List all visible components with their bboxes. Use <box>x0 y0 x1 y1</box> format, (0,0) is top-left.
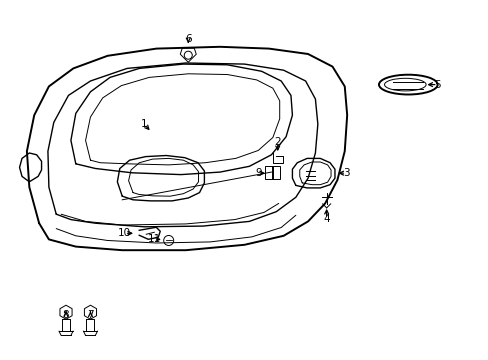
Text: 2: 2 <box>274 137 281 147</box>
Text: 6: 6 <box>184 34 191 44</box>
Text: 10: 10 <box>118 228 131 238</box>
Text: 11: 11 <box>147 234 161 244</box>
Text: 5: 5 <box>433 80 440 90</box>
Text: 4: 4 <box>323 214 329 224</box>
Text: 9: 9 <box>254 168 261 178</box>
Text: 8: 8 <box>62 310 69 320</box>
Bar <box>271 166 279 179</box>
Bar <box>264 166 272 179</box>
Text: 1: 1 <box>141 119 147 129</box>
Text: 3: 3 <box>342 168 349 178</box>
Text: 7: 7 <box>87 310 94 320</box>
